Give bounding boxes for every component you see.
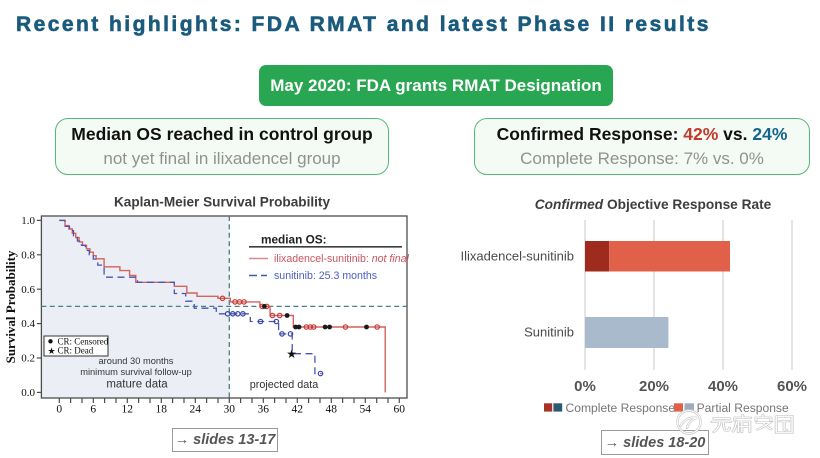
- svg-text:projected data: projected data: [250, 379, 318, 391]
- svg-text:Survival Probability: Survival Probability: [3, 250, 18, 363]
- svg-text:Partial Response: Partial Response: [697, 401, 789, 415]
- svg-text:sunitinib: 25.3 months: sunitinib: 25.3 months: [274, 270, 377, 282]
- svg-text:1.0: 1.0: [21, 215, 35, 227]
- svg-text:18: 18: [156, 404, 168, 416]
- svg-text:0.6: 0.6: [21, 284, 35, 296]
- svg-text:48: 48: [326, 404, 338, 416]
- svg-text:CR: Dead: CR: Dead: [58, 346, 94, 356]
- svg-text:CR: Censored: CR: Censored: [58, 337, 109, 347]
- svg-text:6: 6: [90, 404, 96, 416]
- svg-text:36: 36: [258, 404, 270, 416]
- svg-text:Confirmed Objective Response R: Confirmed Objective Response Rate: [535, 197, 772, 212]
- svg-text:0.2: 0.2: [21, 353, 35, 365]
- svg-text:Kaplan-Meier Survival Probabil: Kaplan-Meier Survival Probability: [114, 195, 330, 210]
- svg-text:minimum survival follow-up: minimum survival follow-up: [80, 367, 192, 377]
- svg-text:42: 42: [292, 404, 304, 416]
- svg-text:ilixadencel-sunitinib: not fin: ilixadencel-sunitinib: not final: [274, 253, 410, 265]
- svg-text:0.8: 0.8: [21, 249, 35, 261]
- svg-text:40%: 40%: [708, 378, 738, 395]
- svg-text:★: ★: [48, 346, 56, 356]
- svg-text:Complete Response: Complete Response: [566, 401, 676, 415]
- svg-text:median OS:: median OS:: [261, 233, 327, 247]
- svg-text:★: ★: [286, 347, 297, 361]
- svg-text:12: 12: [122, 404, 134, 416]
- svg-text:54: 54: [360, 404, 372, 416]
- svg-text:around 30 months: around 30 months: [99, 356, 174, 366]
- svg-text:Ilixadencel-sunitinib: Ilixadencel-sunitinib: [461, 249, 574, 264]
- svg-text:20%: 20%: [639, 378, 669, 395]
- svg-text:60%: 60%: [777, 378, 807, 395]
- svg-text:0: 0: [56, 404, 62, 416]
- svg-text:24: 24: [190, 404, 202, 416]
- svg-text:mature data: mature data: [106, 379, 168, 391]
- svg-text:0.4: 0.4: [21, 318, 35, 330]
- svg-text:30: 30: [224, 404, 236, 416]
- svg-text:0.0: 0.0: [21, 387, 35, 399]
- svg-text:Sunitinib: Sunitinib: [524, 325, 574, 340]
- svg-text:60: 60: [394, 404, 406, 416]
- svg-text:0%: 0%: [574, 378, 596, 395]
